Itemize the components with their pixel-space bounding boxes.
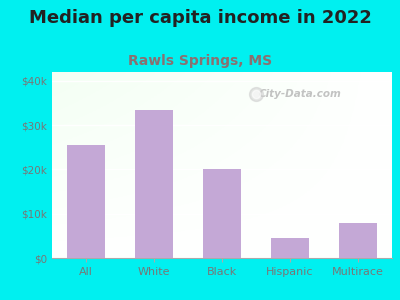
Text: City-Data.com: City-Data.com — [259, 89, 342, 99]
Bar — [67, 145, 105, 258]
Bar — [271, 238, 309, 258]
Text: Rawls Springs, MS: Rawls Springs, MS — [128, 54, 272, 68]
Bar — [203, 169, 241, 258]
Bar — [135, 110, 173, 258]
Bar — [339, 223, 377, 258]
Text: Median per capita income in 2022: Median per capita income in 2022 — [28, 9, 372, 27]
